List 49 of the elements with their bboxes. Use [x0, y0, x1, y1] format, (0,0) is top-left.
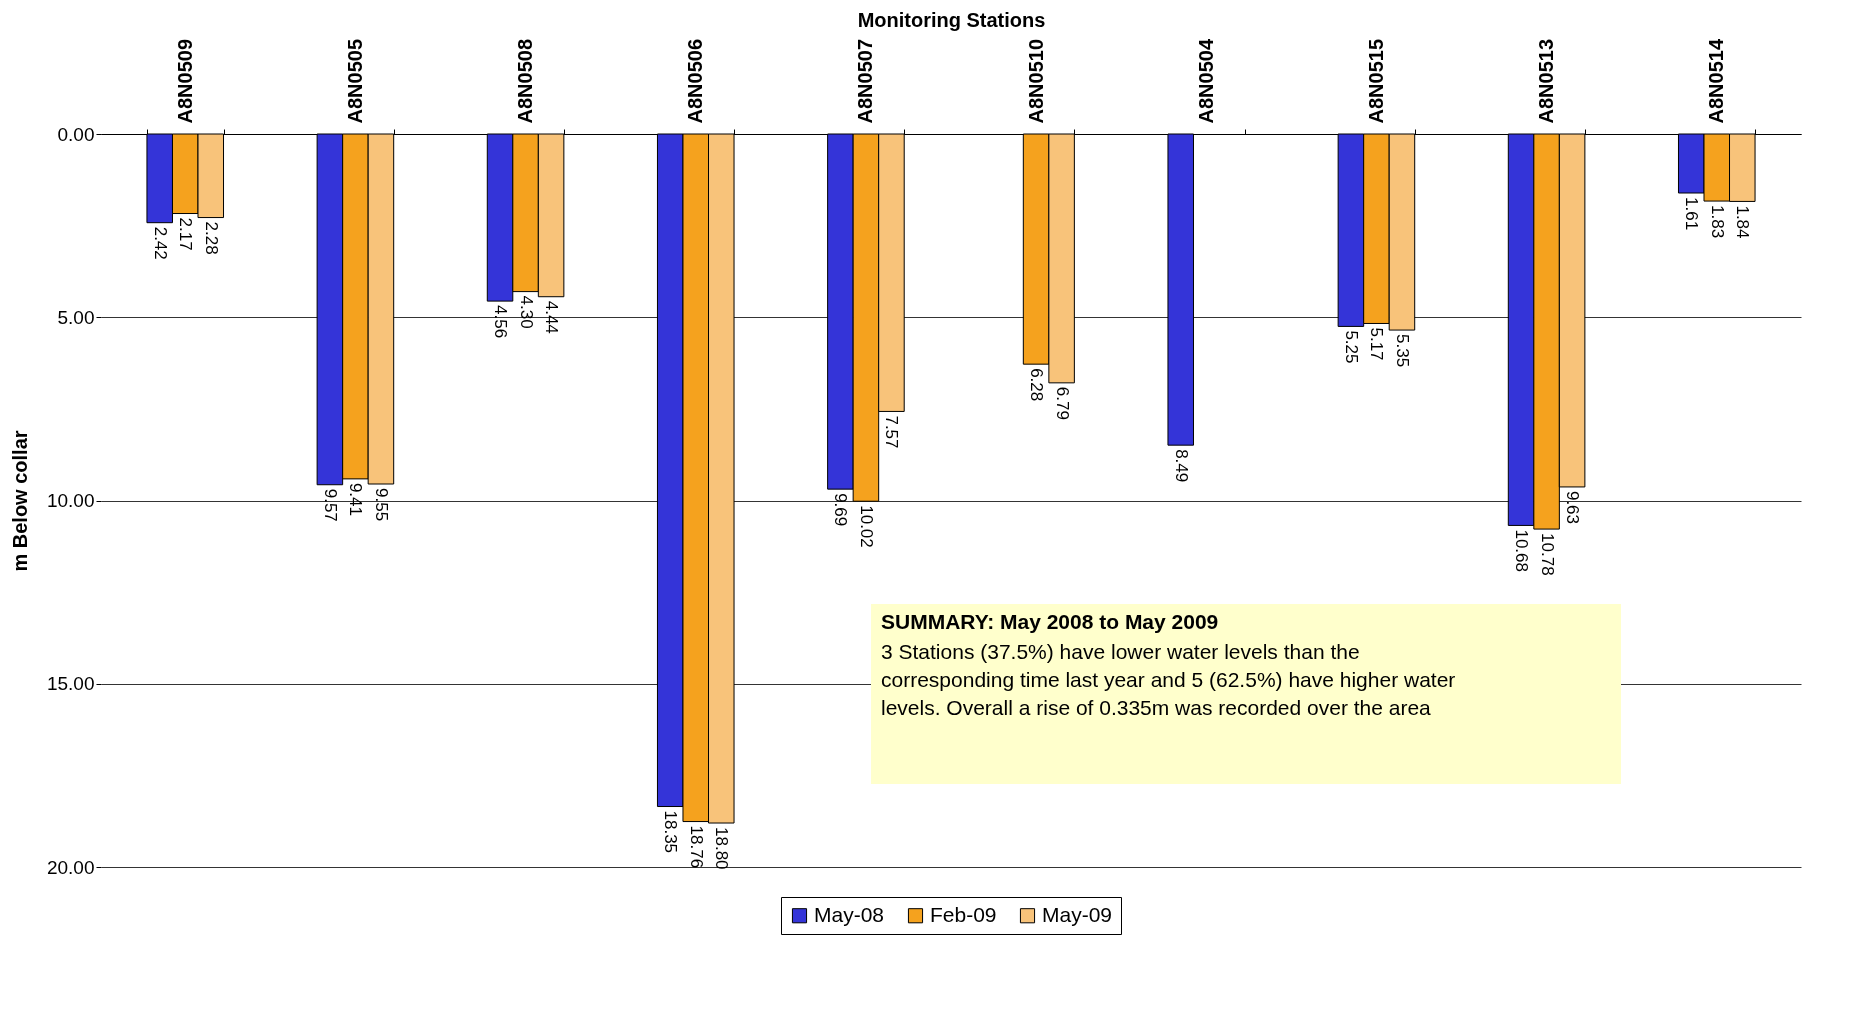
data-label: 7.57 [882, 415, 902, 449]
data-label: 4.44 [542, 300, 562, 334]
x-axis-title: Monitoring Stations [857, 9, 1046, 31]
y-tick-label: 15.00 [46, 673, 95, 695]
data-label: 9.41 [346, 482, 366, 516]
x-tick-label: A8N0515 [1364, 38, 1387, 124]
x-tick-label: A8N0509 [173, 38, 196, 124]
data-label: 10.02 [856, 505, 876, 548]
y-axis-title: m Below collar [8, 430, 31, 572]
x-tick-label: A8N0507 [854, 38, 877, 124]
data-label: 2.42 [150, 226, 170, 260]
data-label: 6.79 [1052, 386, 1072, 420]
data-label: 5.35 [1392, 334, 1412, 368]
y-tick-label: 10.00 [46, 490, 95, 511]
data-label: 5.25 [1341, 330, 1361, 364]
annotation: SUMMARY: May 2008 to May 2009 [881, 610, 1219, 633]
data-label: 2.17 [176, 217, 196, 251]
data-label: 10.68 [1512, 529, 1532, 572]
x-tick-label: A8N0506 [684, 38, 707, 124]
data-label: 4.30 [516, 295, 536, 329]
data-label: 10.78 [1537, 533, 1557, 576]
data-label: 6.28 [1027, 368, 1047, 402]
y-tick-label: 5.00 [57, 306, 95, 328]
x-tick-label: A8N0513 [1535, 38, 1558, 124]
data-label: 1.61 [1682, 197, 1702, 231]
x-tick-label: A8N0514 [1705, 38, 1728, 124]
data-label: 18.35 [661, 810, 681, 854]
y-tick-label: 20.00 [46, 856, 95, 878]
data-label: 2.28 [201, 221, 221, 255]
legend-label: May-08 [814, 902, 885, 926]
data-label: 9.63 [1563, 490, 1583, 525]
data-label: 18.80 [712, 827, 732, 870]
x-tick-label: A8N0508 [514, 38, 537, 124]
annotation: 3 Stations (37.5%) have lower water levels than the corresponding time last year and 5 (62.5%) have higher water levels. Overall a rise of 0.335m was recorded over the area [881, 640, 1456, 719]
data-label: 8.49 [1171, 449, 1191, 483]
y-tick-label: 0.00 [57, 123, 95, 145]
legend-label: Feb-09 [930, 902, 997, 926]
data-label: 5.17 [1367, 327, 1387, 361]
x-tick-label: A8N0505 [343, 38, 366, 124]
data-label: 1.84 [1733, 205, 1753, 239]
data-label: 9.57 [320, 488, 340, 522]
x-tick-label: A8N0504 [1194, 38, 1217, 124]
data-label: 9.55 [371, 488, 391, 522]
data-label: 18.76 [686, 825, 706, 869]
x-tick-label: A8N0510 [1024, 38, 1047, 124]
data-label: 9.69 [831, 493, 851, 527]
legend-label: May-09 [1042, 902, 1113, 926]
data-label: 4.56 [491, 305, 511, 339]
data-label: 1.83 [1707, 205, 1727, 239]
